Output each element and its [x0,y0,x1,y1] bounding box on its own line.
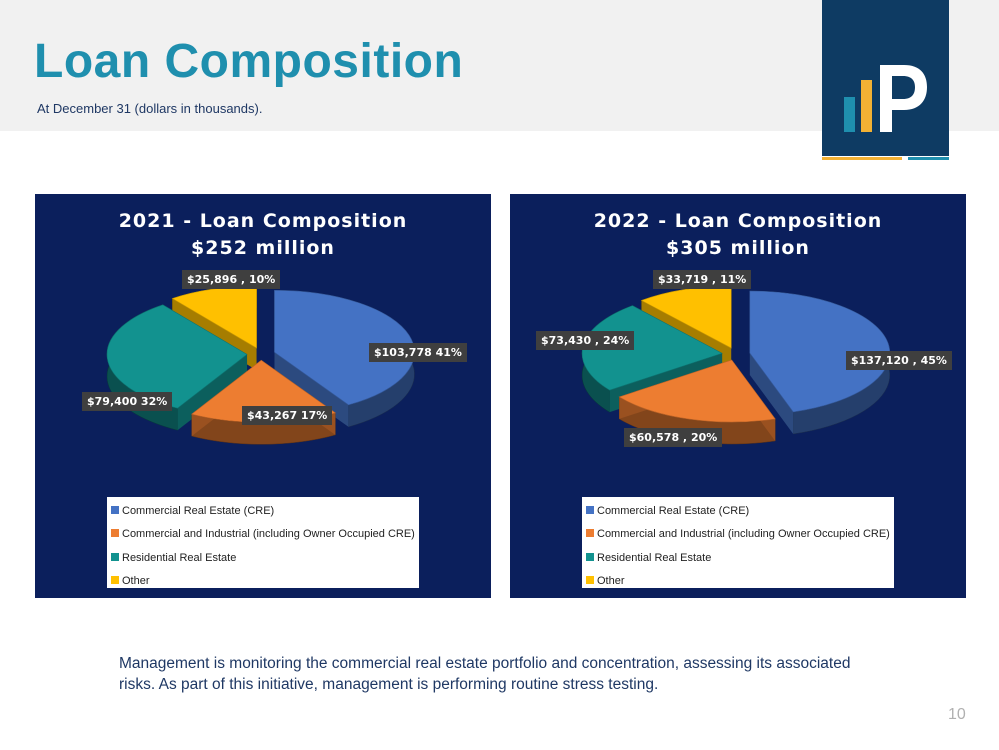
chart-legend: Commercial Real Estate (CRE) Commercial … [107,497,419,588]
legend-item-residential: Residential Real Estate [586,552,711,564]
legend-swatch [111,529,119,537]
legend-item-other: Other [586,575,625,587]
data-label-other: $25,896 , 10% [182,270,281,289]
pie-slice-ci [618,359,776,423]
logo-icon [844,65,927,132]
legend-label: Other [122,575,150,587]
logo-letter-p [880,65,927,132]
legend-item-cre: Commercial Real Estate (CRE) [111,505,274,517]
legend-item-ci: Commercial and Industrial (including Own… [111,528,415,540]
data-label-ci: $43,267 17% [242,406,333,425]
data-label-residential: $79,400 32% [82,392,173,411]
pie-chart-2022 [581,285,891,445]
chart-2022: 2022 - Loan Composition $305 million $13… [510,194,966,598]
logo-underline [822,157,949,160]
legend-label: Commercial Real Estate (CRE) [122,505,275,517]
legend-item-other: Other [111,575,150,587]
chart-title-line2: $305 million [666,237,810,259]
legend-label: Other [597,575,625,587]
chart-title: 2021 - Loan Composition $252 million [35,208,491,262]
legend-label: Commercial and Industrial (including Own… [597,528,890,540]
page-title: Loan Composition [34,35,464,88]
chart-title-line1: 2022 - Loan Composition [593,210,883,232]
legend-swatch [111,553,119,561]
legend-swatch [586,529,594,537]
data-label-residential: $73,430 , 24% [536,331,635,350]
legend-swatch [586,576,594,584]
page-number: 10 [948,706,966,723]
chart-title: 2022 - Loan Composition $305 million [510,208,966,262]
logo-line-teal [908,157,949,160]
management-note: Management is monitoring the commercial … [119,655,851,693]
legend-swatch [111,576,119,584]
logo-bar-short [844,97,855,132]
chart-2021: 2021 - Loan Composition $252 million $10… [35,194,491,598]
pie-chart-2021 [106,285,415,445]
pie-slice-cre [274,289,415,406]
logo-line-gold [822,157,902,160]
legend-swatch [586,553,594,561]
chart-legend: Commercial Real Estate (CRE) Commercial … [582,497,894,588]
legend-item-cre: Commercial Real Estate (CRE) [586,505,749,517]
logo-bar-tall [861,80,872,132]
data-label-cre: $137,120 , 45% [846,351,952,370]
legend-label: Residential Real Estate [597,552,712,564]
chart-title-line2: $252 million [191,237,335,259]
legend-item-ci: Commercial and Industrial (including Own… [586,528,890,540]
legend-label: Residential Real Estate [122,552,237,564]
legend-swatch [111,506,119,514]
legend-label: Commercial and Industrial (including Own… [122,528,415,540]
data-label-ci: $60,578 , 20% [624,428,723,447]
company-logo [822,0,949,156]
legend-swatch [586,506,594,514]
chart-title-line1: 2021 - Loan Composition [118,210,408,232]
legend-item-residential: Residential Real Estate [111,552,236,564]
data-label-other: $33,719 , 11% [653,270,752,289]
pie-slice-cre [749,290,891,413]
page-subtitle: At December 31 (dollars in thousands). [37,101,263,116]
legend-label: Commercial Real Estate (CRE) [597,505,750,517]
data-label-cre: $103,778 41% [369,343,467,362]
